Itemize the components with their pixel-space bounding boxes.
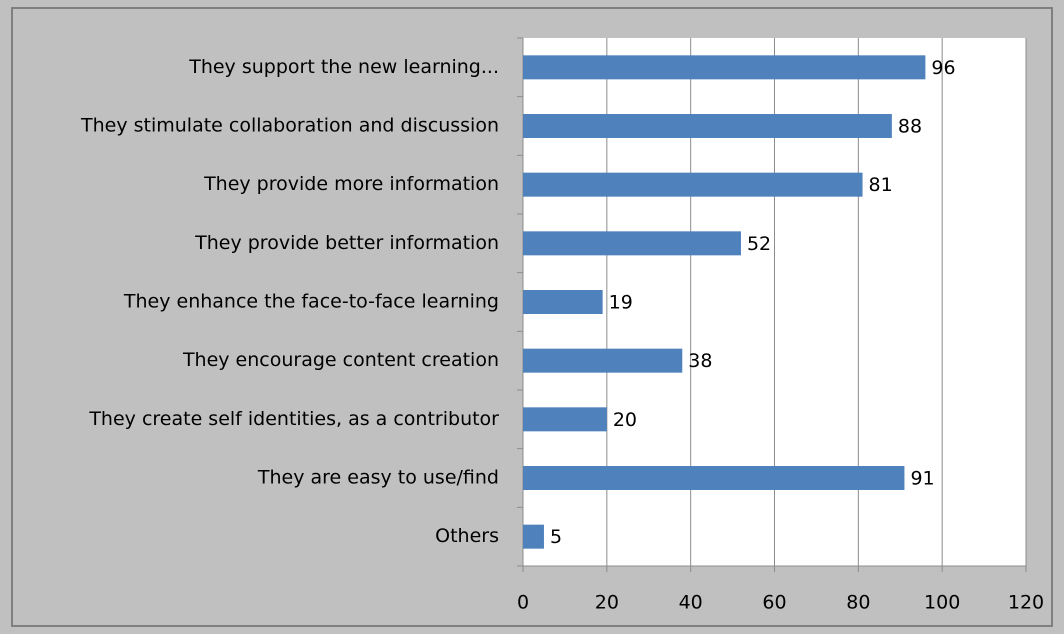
bar	[523, 172, 863, 197]
y-tick-label: They provide better information	[194, 232, 499, 254]
y-tick-label: They enhance the face-to-face learning	[123, 291, 499, 313]
bar	[523, 55, 926, 80]
bar	[523, 114, 892, 138]
x-tick-label: 60	[762, 592, 786, 614]
bar	[523, 290, 603, 314]
data-label: 52	[747, 233, 771, 255]
y-tick-label: They encourage content creation	[182, 349, 499, 371]
data-label: 96	[931, 57, 955, 79]
data-label: 19	[609, 292, 633, 314]
bar	[523, 348, 683, 373]
x-tick-label: 120	[1008, 592, 1044, 614]
y-tick-label: Others	[435, 525, 499, 547]
data-label: 20	[613, 409, 637, 431]
bar	[523, 407, 607, 432]
data-label: 81	[869, 174, 893, 196]
bar	[523, 466, 905, 490]
data-label: 88	[898, 116, 922, 138]
x-tick-label: 100	[924, 592, 960, 614]
bar	[523, 524, 544, 549]
y-tick-label: They are easy to use/find	[257, 467, 499, 489]
x-tick-label: 80	[846, 592, 870, 614]
bar	[523, 231, 741, 256]
y-tick-label: They support the new learning...	[188, 56, 499, 78]
x-tick-label: 20	[595, 592, 619, 614]
x-tick-label: 0	[517, 592, 529, 614]
y-tick-label: They stimulate collaboration and discuss…	[80, 115, 499, 137]
y-tick-label: They provide more information	[203, 173, 499, 195]
data-label: 91	[910, 468, 934, 490]
data-label: 5	[550, 526, 562, 548]
data-label: 38	[688, 350, 712, 372]
y-tick-label: They create self identities, as a contri…	[88, 408, 499, 430]
x-tick-label: 40	[679, 592, 703, 614]
